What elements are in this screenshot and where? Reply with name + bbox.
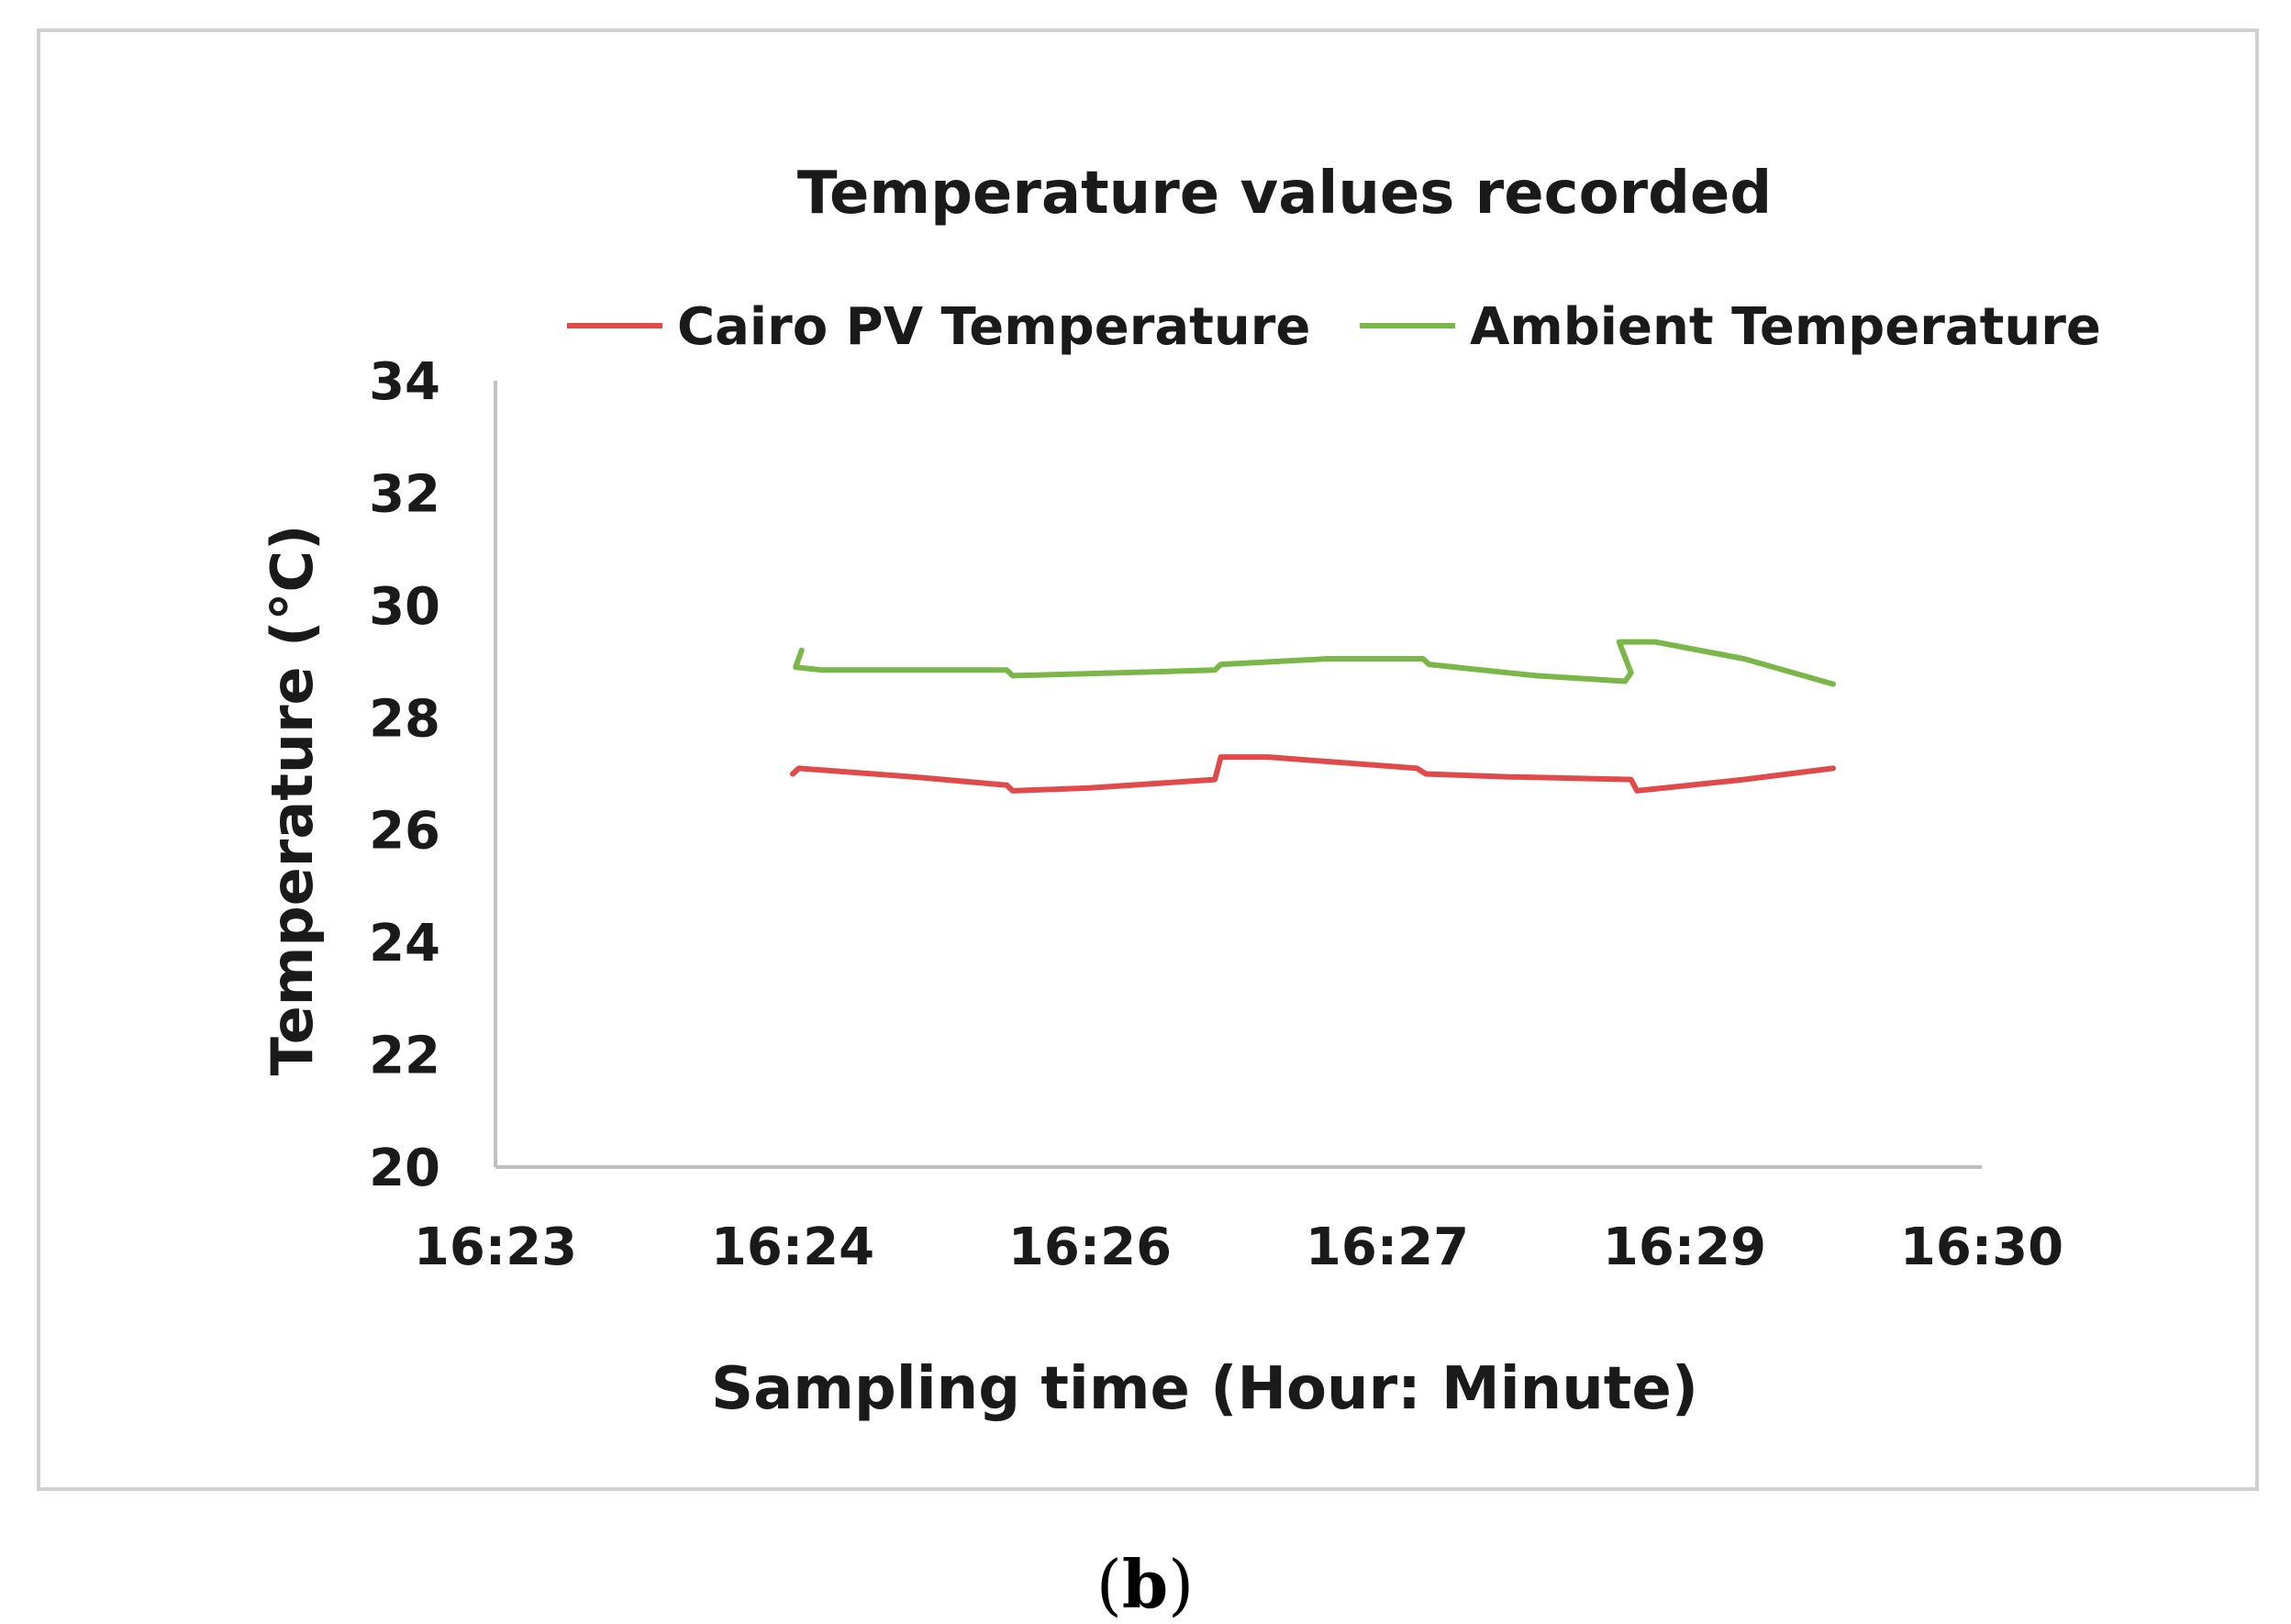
y-tick-label: 24: [369, 914, 440, 973]
legend-label-ambient: Ambient Temperature: [1470, 297, 2101, 357]
y-tick-label: 30: [369, 577, 440, 637]
caption-letter: b: [1122, 1545, 1168, 1623]
series-line-ambient: [793, 639, 1836, 687]
caption-open-paren: (: [1096, 1546, 1122, 1623]
y-tick-label: 20: [369, 1139, 440, 1198]
y-tick-label: 34: [369, 352, 440, 412]
y-tick-label: 28: [369, 689, 440, 749]
y-tick-label: 22: [369, 1027, 440, 1086]
x-tick-label: 16:24: [711, 1218, 874, 1277]
legend: Cairo PV Temperature Ambient Temperature: [567, 297, 2101, 357]
y-axis-label: Temperature (°C): [259, 525, 326, 1076]
x-tick-label: 16:27: [1306, 1218, 1469, 1277]
y-tick-labels: 20 22 24 26 28 30 32 34: [369, 352, 440, 1198]
x-tick-labels: 16:23 16:24 16:26 16:27 16:29 16:30: [414, 1218, 2063, 1277]
caption-close-paren: ): [1168, 1546, 1194, 1623]
chart-frame: [37, 28, 2259, 1491]
x-tick-label: 16:30: [1900, 1218, 2063, 1277]
x-tick-label: 16:23: [414, 1218, 577, 1277]
x-tick-label: 16:26: [1008, 1218, 1172, 1277]
legend-label-cairo-pv: Cairo PV Temperature: [677, 297, 1310, 357]
series-lines: [790, 639, 1836, 794]
series-line-cairo-pv: [790, 754, 1836, 794]
figure-caption: (b): [1096, 1545, 1195, 1623]
y-tick-label: 26: [369, 802, 440, 862]
x-axis-label: Sampling time (Hour: Minute): [711, 1355, 1698, 1423]
y-tick-label: 32: [369, 464, 440, 524]
x-tick-label: 16:29: [1603, 1218, 1766, 1277]
chart-title: Temperature values recorded: [797, 160, 1772, 228]
